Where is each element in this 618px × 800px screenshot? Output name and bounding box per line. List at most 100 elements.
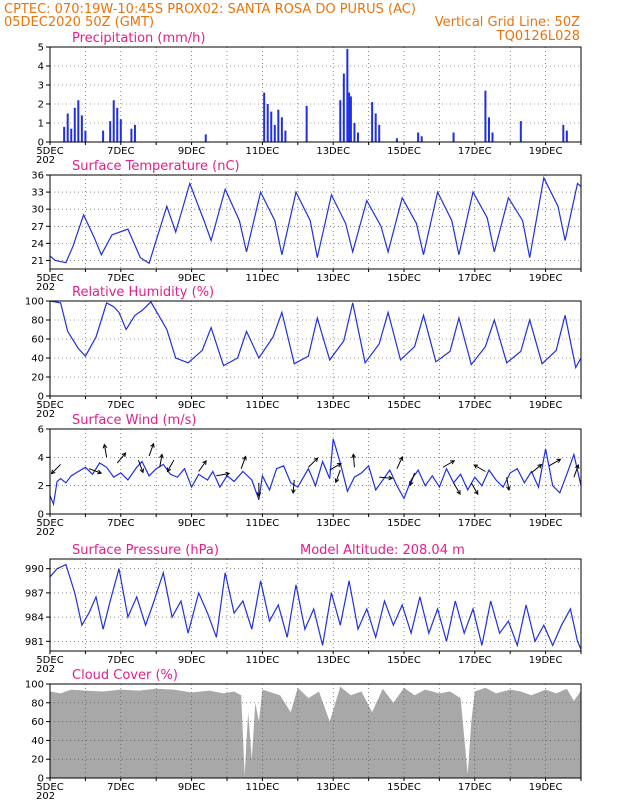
precipitation-bar — [356, 132, 359, 142]
wind-line — [49, 438, 582, 507]
precipitation-bar — [284, 130, 287, 142]
precipitation-bar — [452, 132, 455, 142]
wind-ytick-label: 4 — [38, 453, 44, 464]
precipitation-xtick-label: 11DEC — [246, 146, 280, 157]
wind-arrow — [470, 482, 479, 495]
pressure-xtick-label: 9DEC — [178, 655, 205, 666]
precipitation-ytick-label: 1 — [38, 119, 44, 130]
cloud-cover-xtick-label: 19DEC — [529, 782, 563, 793]
precipitation-bar — [484, 90, 487, 142]
pressure-frame — [49, 558, 582, 652]
humidity-ytick-label: 0 — [38, 392, 44, 403]
cloud-cover-ytick-label: 100 — [25, 680, 44, 691]
wind-arrow — [308, 457, 319, 468]
pressure-ytick-label: 984 — [25, 613, 44, 624]
wind-arrow — [409, 472, 416, 487]
pressure-line — [49, 563, 582, 650]
humidity-xtick-label: 9DEC — [178, 400, 205, 411]
wind-xtick-label: 5DEC — [36, 518, 63, 529]
wind-arrow — [334, 469, 341, 484]
temperature-frame — [49, 174, 582, 270]
precipitation-bar — [130, 128, 133, 142]
pressure-xprefix: 202 — [36, 664, 55, 675]
precipitation-ytick-label: 2 — [38, 100, 44, 111]
precipitation-bar — [565, 130, 568, 142]
wind-arrow — [166, 459, 175, 473]
precipitation-bar — [417, 132, 420, 142]
wind-arrow — [148, 442, 155, 457]
temperature-xtick-label: 9DEC — [178, 273, 205, 284]
wind-arrow — [216, 471, 231, 477]
precipitation-bar — [204, 134, 207, 142]
precipitation-xtick-label: 9DEC — [178, 146, 205, 157]
wind-arrow — [256, 482, 262, 497]
precipitation-bar — [133, 124, 136, 142]
wind-xtick-label: 11DEC — [246, 518, 280, 529]
wind-arrow — [453, 482, 461, 495]
humidity-xtick-label: 5DEC — [36, 400, 63, 411]
wind-arrow — [506, 477, 511, 491]
wind-xtick-label: 17DEC — [458, 518, 492, 529]
wind-xtick-label: 15DEC — [387, 518, 421, 529]
precipitation-bar — [519, 121, 522, 142]
precipitation-bar — [378, 124, 381, 142]
precipitation-bar — [280, 117, 283, 142]
precipitation-xtick-label: 19DEC — [529, 146, 563, 157]
precipitation-xtick-label: 15DEC — [387, 146, 421, 157]
wind-arrow — [329, 463, 342, 471]
pressure-xtick-label: 5DEC — [36, 655, 63, 666]
wind-arrow — [351, 453, 356, 468]
pressure-xtick-label: 11DEC — [246, 655, 280, 666]
header-grid-note: Vertical Grid Line: 50Z — [435, 15, 580, 30]
temperature-ytick-label: 30 — [31, 205, 44, 216]
precipitation-xtick-label: 7DEC — [107, 146, 134, 157]
cloud-cover-frame — [49, 683, 582, 779]
precipitation-bar — [273, 124, 276, 142]
humidity-ytick-label: 100 — [25, 297, 44, 308]
wind-xtick-label: 13DEC — [316, 518, 350, 529]
cloud-cover-xtick-label: 9DEC — [178, 782, 205, 793]
wind-arrow — [116, 452, 127, 464]
humidity-ytick-label: 20 — [31, 373, 44, 384]
humidity-xtick-label: 19DEC — [529, 400, 563, 411]
wind-ytick-label: 2 — [38, 481, 44, 492]
temperature-ytick-label: 33 — [31, 188, 44, 199]
precipitation-bar — [263, 92, 266, 142]
precipitation-ytick-label: 4 — [38, 62, 44, 73]
precipitation-xprefix: 202 — [36, 155, 55, 166]
precipitation-bar — [80, 115, 83, 142]
temperature-ytick-label: 27 — [31, 222, 44, 233]
precipitation-bar — [487, 117, 490, 142]
precipitation-bar — [374, 113, 377, 142]
pressure-ytick-label: 987 — [25, 588, 44, 599]
wind-arrow — [442, 460, 456, 468]
temperature-xtick-label: 13DEC — [316, 273, 350, 284]
humidity-xtick-label: 7DEC — [107, 400, 134, 411]
wind-arrow — [198, 459, 207, 472]
precipitation-ytick-label: 0 — [38, 138, 44, 149]
temperature-ytick-label: 36 — [31, 171, 44, 182]
cloud-cover-xtick-label: 5DEC — [36, 782, 63, 793]
pressure-xtick-label: 15DEC — [387, 655, 421, 666]
humidity-xtick-label: 17DEC — [458, 400, 492, 411]
wind-arrow — [379, 475, 394, 481]
pressure-subtitle: Model Altitude: 208.04 m — [300, 543, 465, 558]
humidity-ytick-label: 80 — [31, 316, 44, 327]
wind-ytick-label: 6 — [38, 425, 44, 436]
precipitation-bar — [420, 136, 423, 142]
precipitation-bar — [77, 100, 80, 142]
temperature-line — [49, 175, 582, 265]
pressure-xtick-label: 13DEC — [316, 655, 350, 666]
precipitation-bar — [348, 92, 351, 142]
cloud-cover-ytick-label: 0 — [38, 774, 44, 785]
wind-arrow — [159, 453, 164, 468]
wind-xprefix: 202 — [36, 527, 55, 538]
pressure-ytick-label: 981 — [25, 637, 44, 648]
wind-arrow — [396, 455, 404, 469]
precipitation-ytick-label: 3 — [38, 81, 44, 92]
humidity-xprefix: 202 — [36, 409, 55, 420]
temperature-xtick-label: 17DEC — [458, 273, 492, 284]
wind-arrow — [291, 479, 296, 494]
wind-frame — [49, 428, 582, 515]
wind-arrow — [50, 464, 61, 475]
